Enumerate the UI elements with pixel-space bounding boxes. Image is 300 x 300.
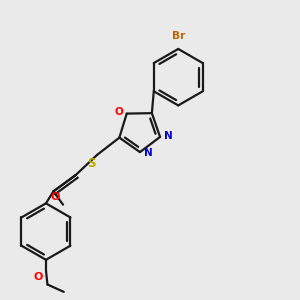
Text: S: S <box>87 157 95 170</box>
Text: N: N <box>164 131 172 141</box>
Text: O: O <box>51 192 60 202</box>
Text: O: O <box>114 107 123 117</box>
Text: Br: Br <box>172 31 185 40</box>
Text: N: N <box>143 148 152 158</box>
Text: O: O <box>33 272 42 282</box>
